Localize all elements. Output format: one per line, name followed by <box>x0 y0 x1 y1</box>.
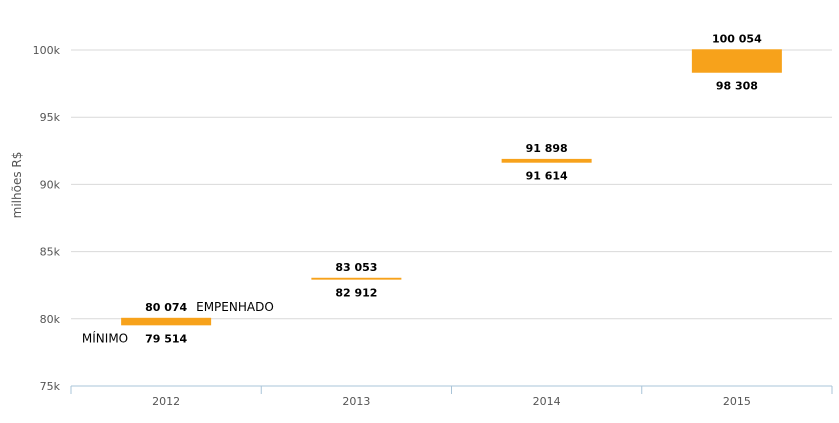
range-bar <box>501 158 592 163</box>
range-bar <box>691 49 782 73</box>
low-value-label: 82 912 <box>335 287 377 300</box>
axis-layer: 75k 80k 85k 90k 95k 100k 2012 2013 2014 2015 <box>33 44 833 408</box>
y-tick-label: 95k <box>40 111 61 124</box>
low-value-label: 91 614 <box>526 170 568 183</box>
label-layer: 80 074 79 514 EMPENHADO MÍNIMO 83 053 82 912 9… <box>82 32 762 345</box>
x-tick-label: 2015 <box>723 395 751 408</box>
range-bar <box>121 317 212 326</box>
series-label-minimo: MÍNIMO <box>82 330 128 345</box>
series-label-empenhado: EMPENHADO <box>196 300 274 314</box>
range-bar <box>311 277 402 280</box>
y-tick-label: 90k <box>40 178 61 191</box>
high-value-label: 83 053 <box>335 261 377 274</box>
y-tick-label: 80k <box>40 313 61 326</box>
bar-layer <box>121 49 782 326</box>
y-tick-label: 100k <box>33 44 61 57</box>
high-value-label: 80 074 <box>145 301 187 314</box>
grid-layer <box>71 49 832 320</box>
x-tick-label: 2013 <box>342 395 370 408</box>
high-value-label: 91 898 <box>526 142 568 155</box>
x-tick-label: 2012 <box>152 395 180 408</box>
y-axis-title: milhões R$ <box>10 152 24 219</box>
x-tick-label: 2014 <box>533 395 561 408</box>
high-value-label: 100 054 <box>712 32 762 45</box>
y-tick-label: 85k <box>40 246 61 259</box>
y-tick-label: 75k <box>40 380 61 393</box>
low-value-label: 98 308 <box>716 80 758 93</box>
low-value-label: 79 514 <box>145 332 187 345</box>
